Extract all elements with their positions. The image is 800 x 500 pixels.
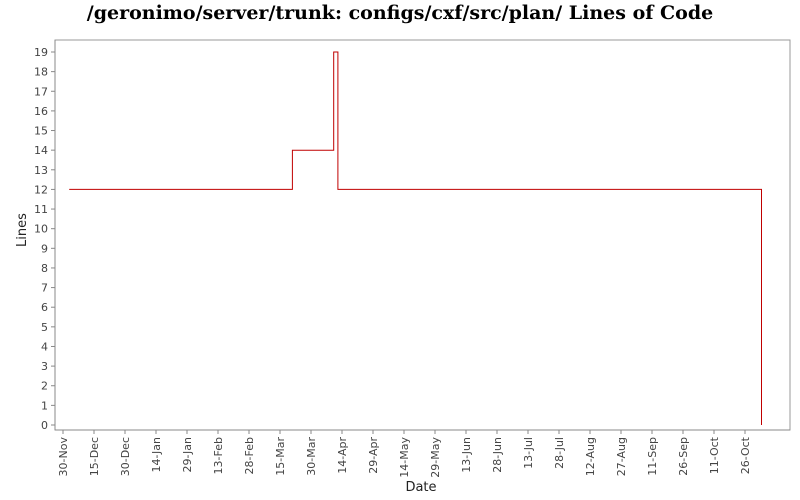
y-tick-label: 11 (34, 203, 48, 216)
y-tick-label: 3 (41, 360, 48, 373)
y-tick-label: 17 (34, 85, 48, 98)
y-tick-label: 13 (34, 164, 48, 177)
y-tick-label: 15 (34, 125, 48, 138)
x-axis-title: Date (405, 480, 436, 495)
y-tick-label: 16 (34, 105, 48, 118)
x-tick-label: 13-Jun (460, 437, 473, 473)
y-tick-label: 1 (41, 399, 48, 412)
y-tick-label: 0 (41, 419, 48, 432)
series-line-lines-of-code (69, 51, 762, 425)
x-tick-label: 13-Feb (212, 437, 225, 474)
y-tick-label: 7 (41, 282, 48, 295)
x-tick-label: 26-Oct (739, 436, 752, 474)
y-tick-label: 19 (34, 46, 48, 59)
x-tick-label: 30-Nov (57, 437, 70, 477)
x-tick-label: 14-Jan (150, 437, 163, 473)
y-tick-label: 9 (41, 242, 48, 255)
x-tick-label: 14-May (398, 437, 411, 478)
x-tick-label: 11-Oct (708, 436, 721, 474)
x-tick-label: 28-Jul (553, 437, 566, 469)
y-tick-label: 10 (34, 223, 48, 236)
x-tick-label: 26-Sep (677, 437, 690, 476)
x-tick-label: 28-Feb (243, 437, 256, 474)
x-tick-label: 29-May (429, 437, 442, 478)
x-tick-label: 15-Dec (88, 437, 101, 476)
x-tick-label: 27-Aug (615, 437, 628, 476)
chart-title: /geronimo/server/trunk: configs/cxf/src/… (86, 2, 714, 24)
x-tick-label: 28-Jun (491, 437, 504, 473)
x-tick-label: 14-Apr (336, 437, 349, 474)
x-tick-label: 29-Jan (181, 437, 194, 473)
x-tick-label: 29-Apr (367, 437, 380, 474)
y-tick-label: 5 (41, 321, 48, 334)
y-tick-label: 8 (41, 262, 48, 275)
y-tick-label: 14 (34, 144, 48, 157)
y-tick-label: 18 (34, 66, 48, 79)
y-tick-label: 6 (41, 301, 48, 314)
x-tick-label: 15-Mar (274, 437, 287, 476)
y-tick-label: 12 (34, 183, 48, 196)
x-tick-label: 12-Aug (584, 437, 597, 476)
x-tick-label: 11-Sep (646, 437, 659, 476)
x-tick-label: 30-Mar (305, 437, 318, 476)
x-tick-label: 30-Dec (119, 437, 132, 476)
x-axis-ticks: 30-Nov 15-Dec 30-Dec 14-Jan 29-Jan 13-Feb 28-F… (57, 430, 752, 478)
plot-area (54, 39, 791, 431)
x-tick-label: 13-Jul (522, 437, 535, 469)
y-tick-label: 2 (41, 380, 48, 393)
y-axis-title: Lines (15, 213, 30, 247)
y-tick-label: 4 (41, 340, 48, 353)
